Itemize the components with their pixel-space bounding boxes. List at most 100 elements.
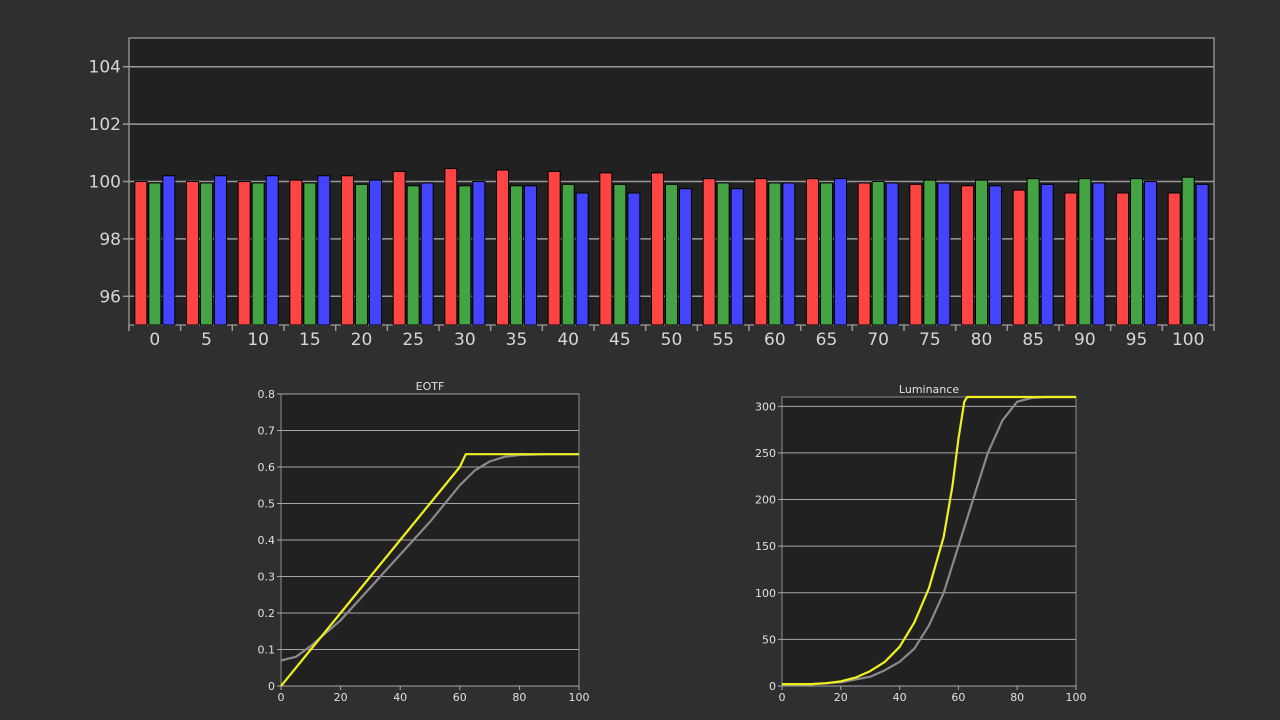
luminance-x-tick-label: 0 [779,691,786,704]
rgb-bar-blue [420,182,434,326]
eotf-y-tick-label: 0.4 [258,534,276,547]
rgb-chart-x-tick-label: 60 [764,330,786,350]
rgb-bar-green [251,182,265,326]
eotf-x-tick-label: 100 [569,691,590,704]
rgb-bar-red [237,181,251,326]
eotf-chart: EOTF 0 0.1 0.2 0.3 0.4 0.5 0.6 0.7 0.8 0 20 40 60 80 10… [258,380,590,704]
luminance-y-tick-label: 250 [755,447,776,460]
luminance-plot-area [781,396,1077,687]
rgb-bar-green [1078,178,1092,326]
rgb-bar-blue [885,182,899,326]
rgb-bar-blue [1144,181,1157,326]
rgb-chart-x-tick-label: 85 [1022,330,1044,350]
rgb-bar-red [599,172,613,326]
eotf-title: EOTF [416,380,445,393]
rgb-chart-x-tick-label: 100 [1172,330,1204,350]
rgb-bar-green [975,179,988,326]
eotf-x-tick-label: 0 [278,691,285,704]
rgb-bar-red [806,178,819,326]
rgb-bar-red [1116,192,1129,326]
rgb-bar-green [561,183,575,326]
rgb-chart-y-tick-label: 102 [89,115,121,135]
eotf-y-tick-label: 0 [268,680,275,693]
rgb-bar-green [510,185,523,326]
rgb-chart-x-tick-label: 50 [661,330,683,350]
luminance-x-tick-label: 40 [893,691,907,704]
rgb-bar-green [820,182,833,326]
rgb-bar-blue [369,179,382,326]
rgb-balance-chart: 96 98 100 102 104 0 5 10 15 20 25 30 35 40 45 50 55 60 65 7… [89,37,1215,350]
rgb-bar-blue [214,175,227,326]
rgb-bar-blue [575,192,589,326]
rgb-chart-x-tick-label: 0 [149,330,160,350]
rgb-chart-x-tick-label: 30 [454,330,476,350]
rgb-bar-green [1026,178,1040,326]
rgb-bar-green [923,179,937,326]
eotf-y-tick-label: 0.2 [258,607,276,620]
luminance-y-tick-label: 200 [755,494,776,507]
rgb-bar-red [289,179,303,326]
luminance-x-tick-label: 20 [834,691,848,704]
rgb-bar-red [909,183,923,326]
rgb-bar-blue [1040,183,1054,326]
rgb-bar-red [392,170,406,326]
rgb-bar-blue [1092,182,1106,326]
rgb-bar-blue [524,185,537,326]
rgb-bar-green [871,181,885,326]
rgb-chart-x-tick-label: 65 [816,330,838,350]
rgb-chart-x-tick-label: 75 [919,330,941,350]
eotf-y-tick-label: 0.7 [258,425,276,438]
eotf-line-measured [280,453,579,687]
rgb-bar-green [1130,178,1143,326]
rgb-chart-x-tick-label: 10 [247,330,269,350]
luminance-y-tick-label: 0 [769,680,776,693]
rgb-bar-blue [472,181,486,326]
luminance-y-tick-label: 150 [755,540,776,553]
rgb-chart-x-tick-label: 35 [506,330,528,350]
rgb-chart-x-tick-label: 45 [609,330,631,350]
eotf-y-tick-label: 0.3 [258,571,276,584]
rgb-bar-blue [782,182,796,326]
luminance-title: Luminance [899,383,959,396]
rgb-chart-x-tick-label: 40 [557,330,579,350]
luminance-x-tick-label: 60 [951,691,965,704]
rgb-bar-red [134,181,148,326]
rgb-chart-y-tick-label: 104 [89,58,121,78]
rgb-chart-y-tick-label: 96 [99,287,121,307]
rgb-chart-x-tick-label: 20 [351,330,373,350]
rgb-bar-blue [317,175,331,326]
luminance-y-tick-label: 50 [762,633,776,646]
rgb-bar-red [961,185,974,326]
rgb-bar-red [1012,189,1026,326]
rgb-bar-green [406,185,420,326]
rgb-bar-blue [1195,183,1209,326]
luminance-line-measured [782,395,1076,686]
rgb-bar-green [458,185,472,326]
rgb-bar-blue [627,192,641,326]
eotf-x-tick-label: 60 [453,691,467,704]
luminance-y-tick-label: 100 [755,587,776,600]
eotf-y-tick-label: 0.5 [258,498,276,511]
rgb-chart-x-tick-label: 15 [299,330,321,350]
rgb-chart-x-tick-label: 80 [971,330,993,350]
rgb-chart-x-tick-label: 95 [1126,330,1148,350]
rgb-bar-red [857,182,871,326]
rgb-bar-red [702,178,716,326]
luminance-x-tick-label: 100 [1066,691,1087,704]
rgb-chart-y-tick-label: 100 [89,173,121,193]
rgb-chart-x-tick-label: 25 [402,330,424,350]
rgb-bar-green [1181,176,1195,326]
rgb-bar-red [547,170,561,326]
rgb-bar-blue [162,175,176,326]
rgb-bar-blue [834,178,847,326]
rgb-chart-x-tick-label: 70 [867,330,889,350]
rgb-bar-blue [730,188,744,326]
eotf-y-tick-label: 0.8 [258,388,276,401]
rgb-chart-y-tick-label: 98 [99,230,121,250]
rgb-bar-green [768,182,782,326]
rgb-bar-green [148,182,162,326]
rgb-bar-red [651,172,664,326]
rgb-bar-red [1064,192,1078,326]
rgb-bar-red [1167,192,1181,326]
